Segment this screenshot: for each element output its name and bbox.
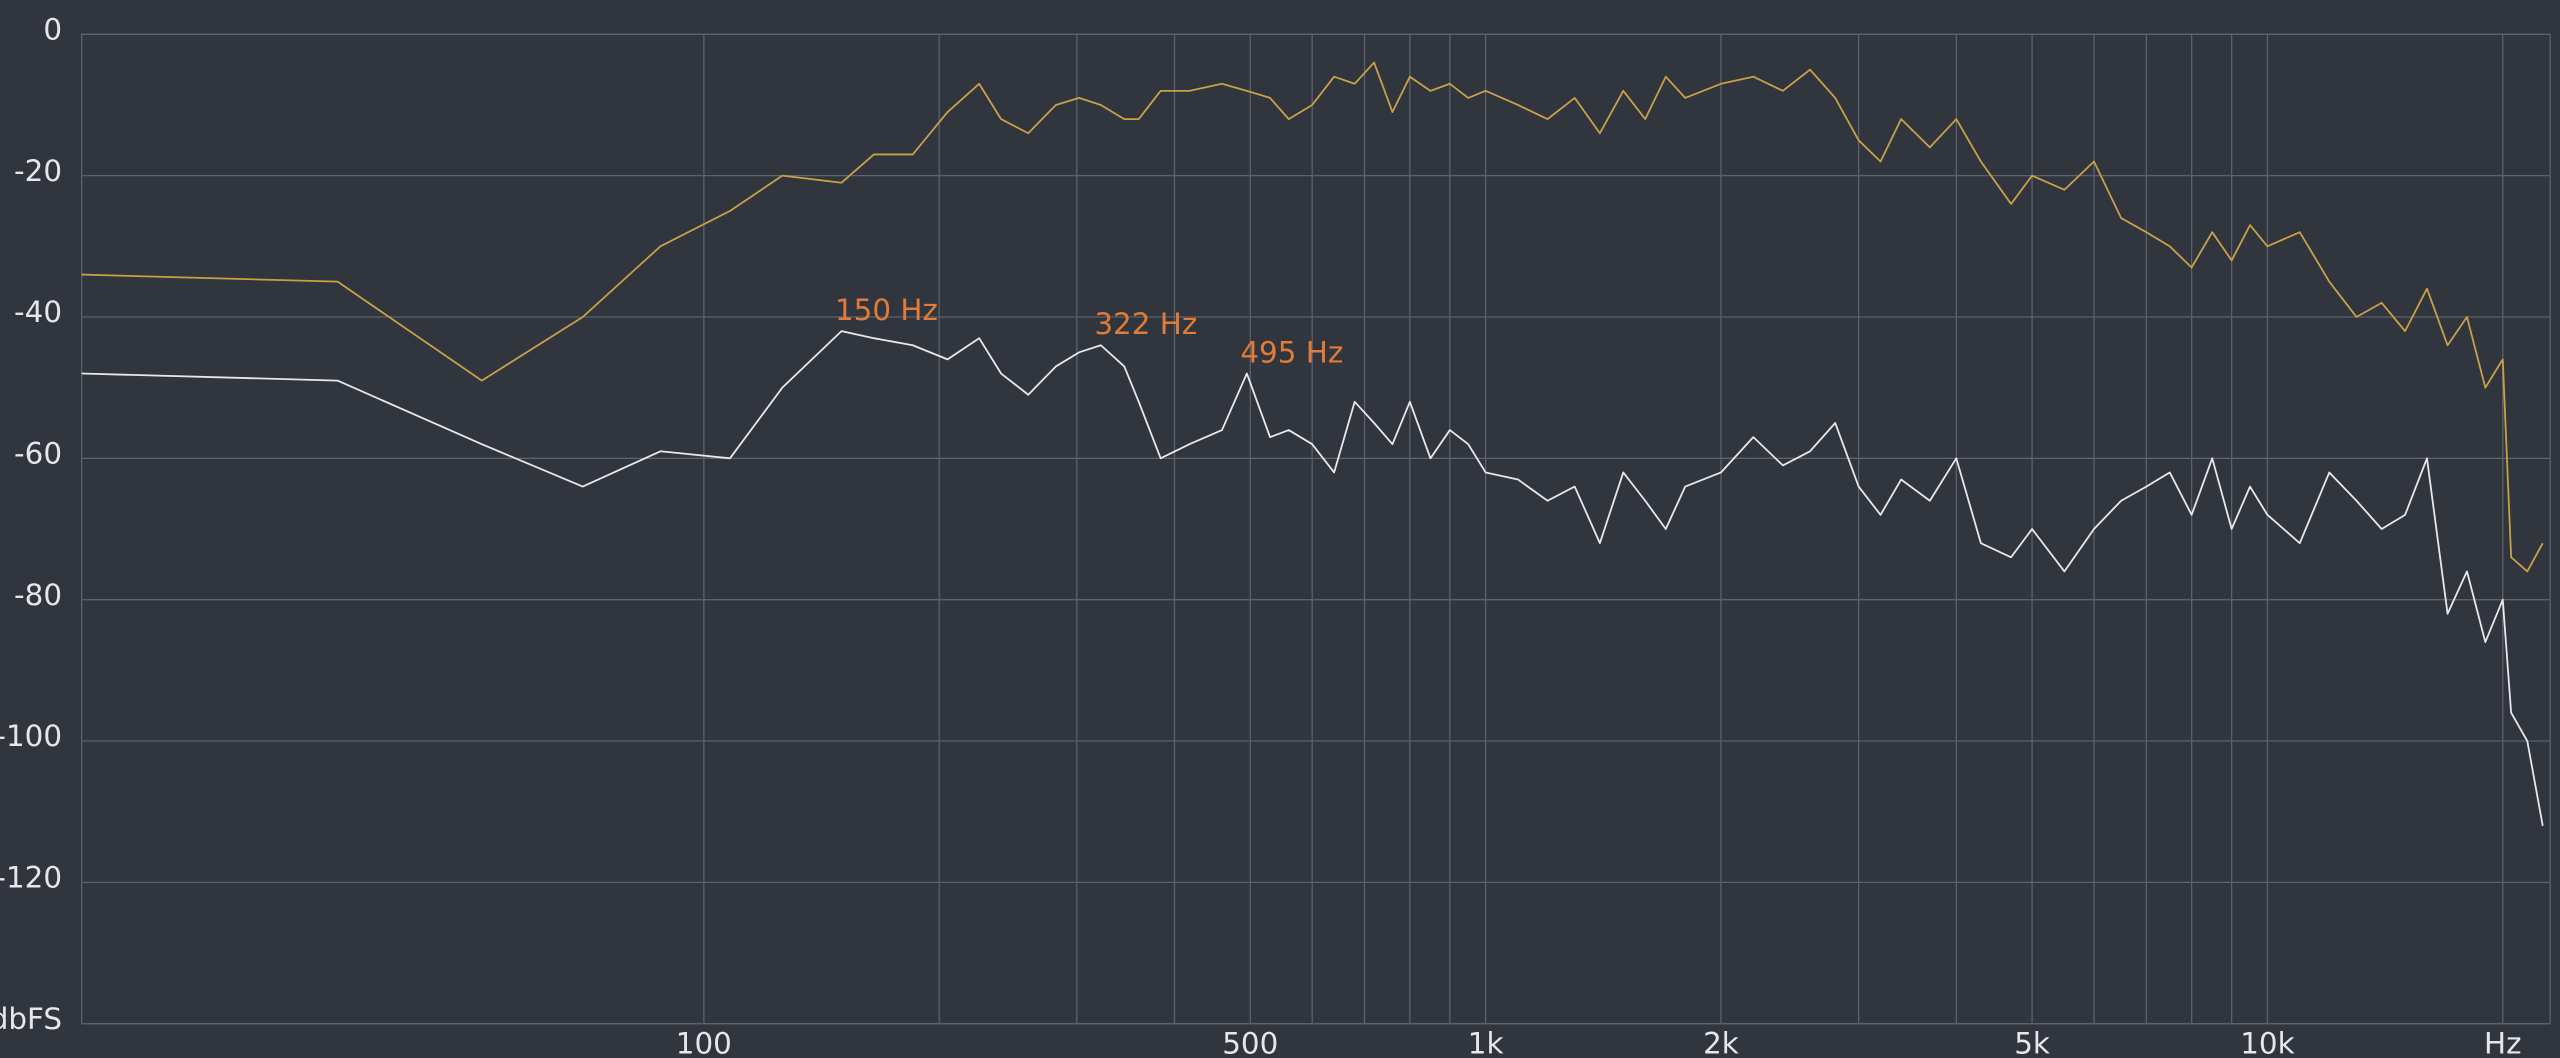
y-tick-label: -40 — [14, 295, 62, 329]
x-tick-label: 2k — [1703, 1026, 1739, 1058]
spectrum-line — [81, 61, 2544, 573]
y-tick-label: 0 — [43, 13, 62, 47]
peak-annotation: 322 Hz — [1094, 307, 1197, 341]
x-tick-label: 1k — [1468, 1026, 1504, 1058]
plot-frame — [80, 33, 2551, 1025]
y-tick-label: -120 — [0, 861, 62, 895]
y-tick-label: -80 — [14, 578, 62, 612]
spectrum-line — [81, 330, 2544, 826]
peak-annotation: 495 Hz — [1240, 335, 1343, 369]
y-tick-label: dbFS — [0, 1002, 62, 1036]
peak-annotation: 150 Hz — [835, 293, 938, 327]
y-tick-label: -100 — [0, 719, 62, 753]
y-tick-label: -60 — [14, 437, 62, 471]
y-tick-label: -20 — [14, 154, 62, 188]
x-tick-label: 500 — [1222, 1026, 1278, 1058]
x-tick-label: 5k — [2014, 1026, 2050, 1058]
x-tick-label: 100 — [676, 1026, 732, 1058]
x-tick-label: 10k — [2240, 1026, 2294, 1058]
x-tick-label: Hz — [2484, 1026, 2522, 1058]
